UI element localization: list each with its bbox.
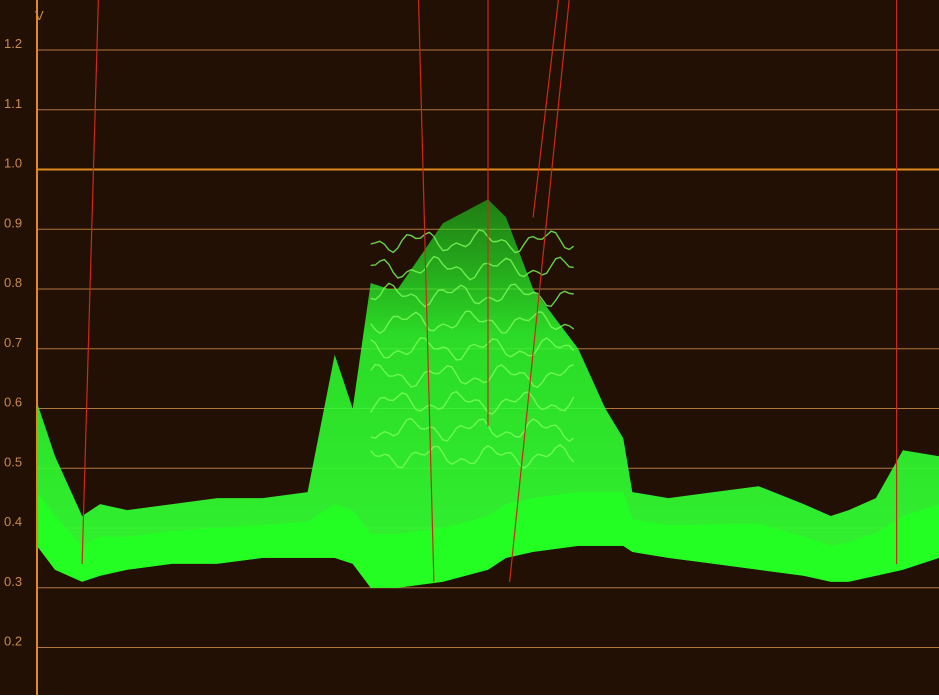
y-tick-labels: 1.2 1.1 1.0 0.9 0.8 0.7 0.6 0.5 0.4 0.3 0.2 — [4, 36, 22, 649]
waveform-core — [37, 492, 939, 588]
y-tick-label: 0.6 — [4, 395, 22, 410]
waveform-texture-line — [370, 363, 574, 389]
annotation-lines — [81, 0, 898, 582]
annotation-line — [532, 0, 559, 218]
annotation-line — [417, 0, 435, 582]
waveform-texture-line — [370, 337, 575, 361]
waveform-texture-line — [370, 310, 575, 335]
y-tick-label: 1.1 — [4, 96, 22, 111]
y-tick-label: 0.9 — [4, 215, 22, 230]
y-tick-label: 0.7 — [4, 335, 22, 350]
waveform-texture-line — [370, 417, 575, 443]
waveform-texture-line — [370, 390, 575, 415]
y-tick-label: 0.2 — [4, 634, 22, 649]
y-axis-label: V — [35, 8, 44, 23]
waveform-texture-line — [370, 282, 574, 308]
y-tick-label: 1.0 — [4, 156, 22, 171]
y-tick-label: 0.3 — [4, 574, 22, 589]
y-tick-label: 0.5 — [4, 454, 22, 469]
waveform-texture-line — [370, 255, 574, 281]
annotation-line — [81, 0, 99, 564]
y-tick-label: 0.4 — [4, 514, 22, 529]
annotation-line — [509, 0, 570, 582]
waveform-texture-line — [370, 229, 575, 254]
y-tick-label: 0.8 — [4, 275, 22, 290]
y-tick-label: 1.2 — [4, 36, 22, 51]
waveform-texture-line — [370, 444, 575, 470]
